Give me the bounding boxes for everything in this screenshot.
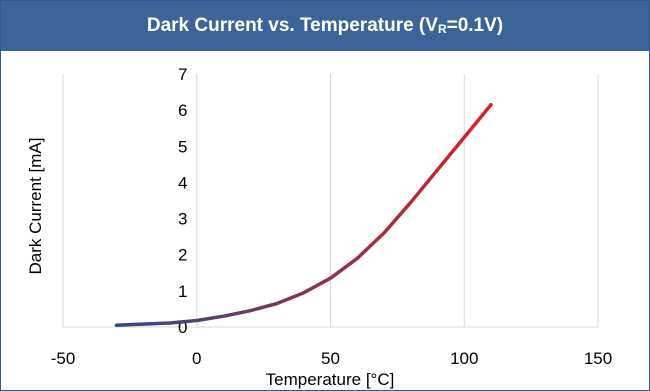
x-tick-label: 150	[584, 349, 612, 368]
x-tick-label: 50	[321, 349, 340, 368]
y-axis-label: Dark Current [mA]	[26, 138, 45, 275]
chart-title-subscript: R	[437, 22, 447, 36]
x-tick-label: 0	[192, 349, 201, 368]
y-tick-label: 7	[178, 65, 187, 84]
chart-title-main: Dark Current vs. Temperature (V	[146, 15, 438, 36]
series-layer	[114, 102, 493, 327]
y-tick-label: 3	[178, 210, 187, 229]
y-tick-label: 2	[178, 246, 187, 265]
title-bar: Dark Current vs. Temperature (VR=0.1V)	[1, 1, 649, 51]
x-tick-label: -50	[51, 349, 76, 368]
x-tick-label: 100	[450, 349, 478, 368]
y-tick-label: 4	[178, 173, 187, 192]
x-axis-label: Temperature [°C]	[266, 370, 395, 389]
chart-title: Dark Current vs. Temperature (VR=0.1V)	[147, 15, 503, 37]
y-tick-label: 6	[178, 101, 187, 120]
y-tick-label: 0	[178, 318, 187, 337]
y-tick-label: 5	[178, 137, 187, 156]
tick-labels: -50 0 50 100 150 0 1 2 3 4 5 6 7	[51, 65, 612, 368]
grid-lines	[62, 74, 599, 328]
y-tick-label: 1	[178, 282, 187, 301]
chart-title-suffix: =0.1V)	[446, 15, 504, 36]
series-line	[114, 102, 493, 327]
